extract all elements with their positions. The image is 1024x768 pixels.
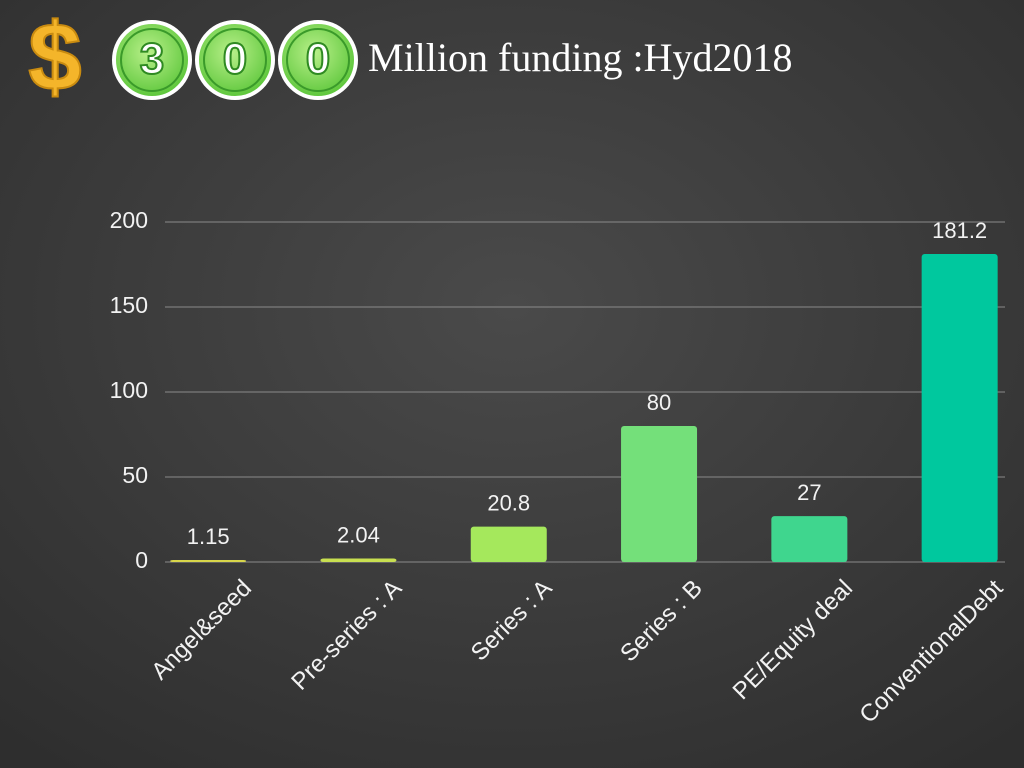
value-label: 2.04 — [337, 522, 380, 547]
y-tick-label: 100 — [110, 377, 148, 403]
y-tick-label: 0 — [135, 547, 148, 573]
y-tick-label: 150 — [110, 292, 148, 318]
title-digit: 3 — [140, 35, 164, 84]
bar — [470, 526, 547, 562]
digit-coin-ring — [286, 28, 350, 92]
title-digit: 0 — [306, 35, 330, 84]
y-tick-label: 50 — [122, 462, 148, 488]
digit-coin — [112, 20, 192, 100]
y-tick-label: 200 — [110, 207, 148, 233]
chart-title: Million funding :Hyd2018 — [368, 35, 792, 80]
digit-coin — [195, 20, 275, 100]
title-digits: 3 0 0 — [112, 20, 358, 100]
value-label: 1.15 — [187, 524, 230, 549]
value-label: 80 — [647, 390, 671, 415]
value-label: 20.8 — [487, 490, 530, 515]
bar — [621, 426, 698, 562]
title-digit: 0 — [223, 35, 247, 84]
bar — [170, 560, 247, 562]
value-label: 181.2 — [932, 218, 987, 243]
digit-coin-ring — [120, 28, 184, 92]
title-symbol: $ — [28, 3, 81, 110]
bar — [320, 558, 397, 562]
bar — [771, 516, 848, 562]
digit-coin-ring — [203, 28, 267, 92]
digit-coin — [278, 20, 358, 100]
bar — [921, 253, 998, 562]
value-label: 27 — [797, 480, 821, 505]
